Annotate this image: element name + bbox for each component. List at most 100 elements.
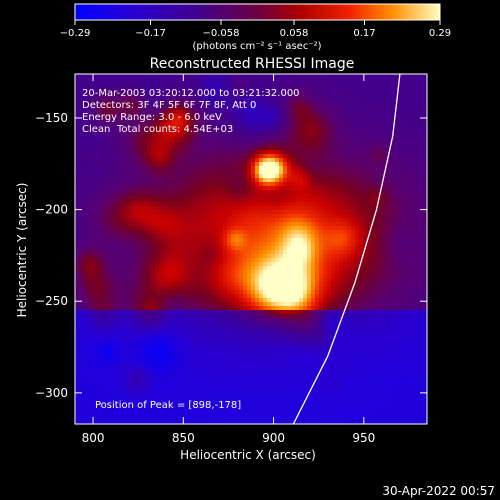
heatmap-cell [79,94,83,98]
heatmap-cell [327,170,331,174]
heatmap-cell [263,226,267,230]
heatmap-cell [119,170,123,174]
heatmap-cell [247,290,251,294]
heatmap-cell [131,130,135,134]
heatmap-cell [95,94,99,98]
heatmap-cell [123,238,127,242]
heatmap-cell [287,142,291,146]
heatmap-cell [143,206,147,210]
heatmap-cell [395,110,399,114]
heatmap-cell [215,146,219,150]
heatmap-cell [395,106,399,110]
heatmap-cell [371,214,375,218]
heatmap-cell [79,250,83,254]
heatmap-cell [159,266,163,270]
heatmap-cell [155,214,159,218]
heatmap-cell [147,174,151,178]
heatmap-cell [387,198,391,202]
heatmap-cell [423,222,427,226]
heatmap-cell [119,86,123,90]
heatmap-cell [135,146,139,150]
heatmap-cell [243,170,247,174]
heatmap-cell [119,90,123,94]
heatmap-cell [103,210,107,214]
heatmap-cell [331,94,335,98]
heatmap-cell [211,78,215,82]
heatmap-cell [359,190,363,194]
heatmap-cell [83,282,87,286]
heatmap-cell [235,106,239,110]
heatmap-cell [171,142,175,146]
heatmap-cell [239,138,243,142]
heatmap-cell [235,170,239,174]
heatmap-cell [303,166,307,170]
heatmap-cell [279,294,283,298]
heatmap-cell [375,246,379,250]
heatmap-cell [303,198,307,202]
heatmap-cell [403,170,407,174]
heatmap-cell [247,146,251,150]
heatmap-cell [175,82,179,86]
heatmap-cell [79,274,83,278]
heatmap-cell [399,266,403,270]
heatmap-cell [143,102,147,106]
heatmap-cell [371,194,375,198]
heatmap-cell [291,158,295,162]
heatmap-cell [303,138,307,142]
heatmap-cell [207,118,211,122]
heatmap-cell [391,90,395,94]
heatmap-cell [235,294,239,298]
heatmap-cell [287,130,291,134]
heatmap-cell [411,78,415,82]
heatmap-cell [211,174,215,178]
heatmap-cell [291,162,295,166]
heatmap-cell [219,230,223,234]
heatmap-cell [387,234,391,238]
heatmap-cell [135,126,139,130]
heatmap-cell [283,194,287,198]
heatmap-cell [223,90,227,94]
heatmap-cell [335,102,339,106]
heatmap-cell [123,134,127,138]
heatmap-cell [275,210,279,214]
heatmap-cell [375,158,379,162]
heatmap-cell [343,218,347,222]
heatmap-cell [219,234,223,238]
heatmap-cell [403,234,407,238]
heatmap-cell [127,138,131,142]
heatmap-cell [87,242,91,246]
heatmap-cell [379,282,383,286]
heatmap-cell [99,222,103,226]
heatmap-cell [127,186,131,190]
heatmap-cell [287,238,291,242]
heatmap-cell [171,286,175,290]
heatmap-cell [423,282,427,286]
heatmap-cell [419,206,423,210]
heatmap-cell [199,182,203,186]
heatmap-cell [359,138,363,142]
heatmap-cell [275,154,279,158]
heatmap-cell [303,270,307,274]
heatmap-cell [139,158,143,162]
heatmap-cell [199,290,203,294]
heatmap-cell [83,134,87,138]
heatmap-cell [139,174,143,178]
heatmap-cell [151,286,155,290]
heatmap-cell [351,122,355,126]
heatmap-cell [355,90,359,94]
heatmap-cell [415,106,419,110]
heatmap-cell [103,90,107,94]
heatmap-cell [235,286,239,290]
heatmap-cell [267,226,271,230]
heatmap-cell [299,154,303,158]
colorbar-tick-label: −0.29 [60,28,91,39]
heatmap-cell [171,118,175,122]
heatmap-cell [147,250,151,254]
heatmap-cell [223,118,227,122]
heatmap-cell [311,106,315,110]
heatmap-cell [159,250,163,254]
heatmap-cell [119,234,123,238]
heatmap-cell [307,78,311,82]
heatmap-cell [303,278,307,282]
heatmap-cell [327,286,331,290]
